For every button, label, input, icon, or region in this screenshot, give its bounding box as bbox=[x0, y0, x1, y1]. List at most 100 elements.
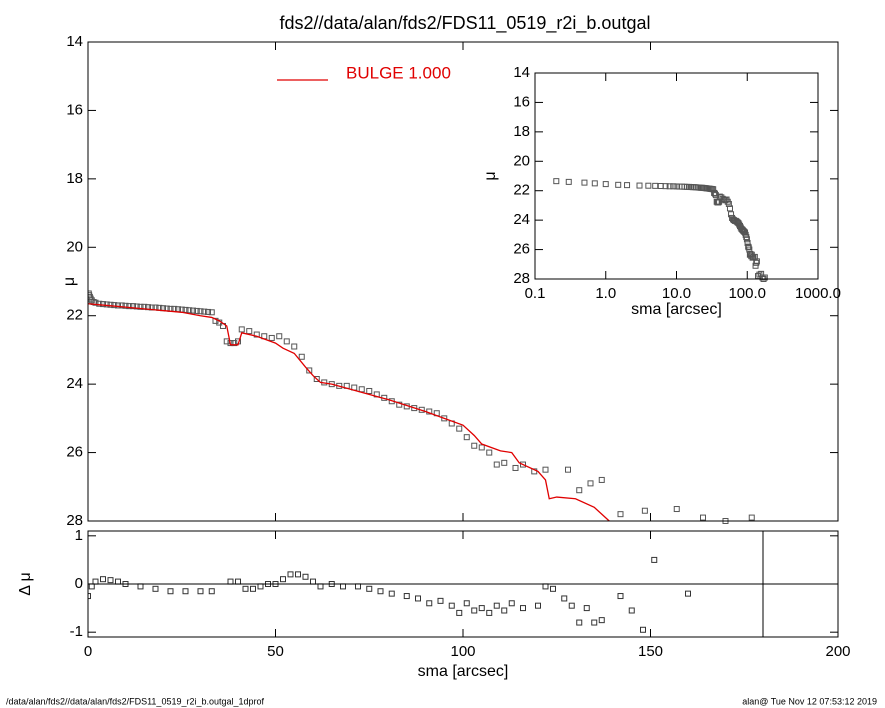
residual-point bbox=[617, 593, 624, 600]
x-tick-label: 150 bbox=[638, 643, 663, 660]
residual-point bbox=[550, 585, 556, 592]
data-point bbox=[276, 333, 283, 340]
data-point bbox=[130, 303, 136, 310]
data-point bbox=[205, 308, 211, 315]
legend-label: BULGE 1.000 bbox=[346, 63, 451, 82]
residual-point bbox=[493, 602, 500, 609]
x-tick-label: 1000.0 bbox=[795, 285, 841, 302]
inset-point bbox=[662, 183, 669, 190]
inset-point bbox=[715, 199, 722, 206]
residual-point bbox=[366, 585, 373, 592]
inset-point bbox=[670, 183, 677, 190]
y-tick-label: 24 bbox=[513, 211, 530, 228]
y-axis-label: Δ μ bbox=[17, 572, 34, 595]
x-tick-label: 1.0 bbox=[595, 285, 616, 302]
data-point bbox=[456, 425, 463, 432]
data-point bbox=[291, 343, 298, 350]
data-point bbox=[478, 444, 485, 451]
y-tick-label: 22 bbox=[66, 307, 83, 324]
data-point bbox=[673, 506, 680, 513]
data-point bbox=[283, 338, 290, 345]
residual-point bbox=[208, 588, 215, 595]
data-point bbox=[486, 449, 493, 456]
residual-point bbox=[295, 571, 301, 578]
data-point bbox=[246, 328, 253, 335]
frame bbox=[87, 530, 839, 638]
data-point bbox=[100, 301, 106, 308]
data-point bbox=[298, 353, 305, 360]
y-tick-label: 26 bbox=[513, 241, 530, 258]
residual-point bbox=[520, 605, 526, 612]
residual-point bbox=[388, 590, 395, 597]
residual-point bbox=[377, 588, 384, 595]
inset-point bbox=[710, 186, 717, 193]
data-point bbox=[396, 401, 403, 408]
residual-point bbox=[280, 576, 286, 583]
data-point bbox=[512, 464, 519, 471]
residual-point bbox=[501, 607, 508, 614]
data-point bbox=[617, 511, 624, 518]
x-tick-label: 0.1 bbox=[525, 285, 546, 302]
residual-point bbox=[628, 607, 635, 614]
data-point bbox=[313, 376, 320, 383]
residual-point bbox=[478, 605, 485, 612]
footer-left: /data/alan/fds2//data/alan/fds2/FDS11_05… bbox=[6, 696, 265, 706]
residual-point bbox=[576, 619, 583, 626]
data-point bbox=[471, 442, 478, 449]
x-tick-label: 100.0 bbox=[728, 285, 766, 302]
data-point bbox=[201, 308, 208, 315]
y-tick-label: 16 bbox=[66, 101, 83, 118]
residual-point bbox=[107, 577, 114, 584]
residual-point bbox=[561, 595, 568, 602]
data-point bbox=[542, 466, 549, 473]
y-tick-label: 14 bbox=[513, 64, 530, 81]
data-point bbox=[118, 302, 125, 309]
data-point bbox=[126, 303, 133, 310]
data-point bbox=[186, 307, 193, 314]
inset-point bbox=[744, 239, 751, 246]
data-point bbox=[231, 340, 238, 347]
data-point bbox=[366, 387, 373, 394]
plot-marks bbox=[553, 178, 768, 282]
inset-point bbox=[591, 180, 598, 187]
plot-marks bbox=[88, 290, 755, 524]
data-point bbox=[96, 300, 103, 307]
inset-point bbox=[753, 258, 760, 265]
data-point bbox=[122, 302, 129, 309]
data-point bbox=[700, 514, 706, 521]
data-point bbox=[115, 302, 121, 309]
data-point bbox=[268, 334, 275, 341]
x-axis-label: sma [arcsec] bbox=[418, 663, 509, 680]
inset-point bbox=[615, 181, 622, 188]
data-point bbox=[227, 340, 234, 347]
x-tick-label: 0 bbox=[84, 643, 92, 660]
plot-area bbox=[535, 73, 818, 279]
inset-point bbox=[725, 200, 732, 207]
data-point bbox=[587, 480, 594, 487]
inset-point bbox=[624, 182, 631, 189]
y-tick-label: 28 bbox=[513, 270, 530, 287]
inset-point bbox=[726, 205, 733, 212]
data-point bbox=[197, 308, 204, 315]
y-tick-label: 24 bbox=[66, 375, 83, 392]
data-point bbox=[463, 434, 470, 441]
inset-point bbox=[743, 236, 750, 243]
residual-point bbox=[583, 605, 590, 612]
residual-point bbox=[197, 588, 204, 595]
data-point bbox=[208, 309, 215, 316]
y-tick-label: 20 bbox=[513, 152, 530, 169]
residual-point bbox=[448, 602, 455, 609]
y-axis-label: μ bbox=[482, 171, 499, 180]
frame bbox=[87, 41, 839, 522]
y-tick-label: 28 bbox=[66, 512, 83, 529]
residual-point bbox=[463, 600, 470, 607]
y-tick-label: 1 bbox=[75, 527, 83, 544]
residual-point bbox=[685, 590, 691, 597]
y-tick-label: 16 bbox=[513, 93, 530, 110]
y-tick-label: 14 bbox=[66, 33, 83, 50]
y-tick-label: -1 bbox=[70, 623, 83, 640]
y-tick-label: 18 bbox=[66, 170, 83, 187]
residual-point bbox=[471, 607, 478, 614]
residual-point bbox=[287, 571, 294, 578]
